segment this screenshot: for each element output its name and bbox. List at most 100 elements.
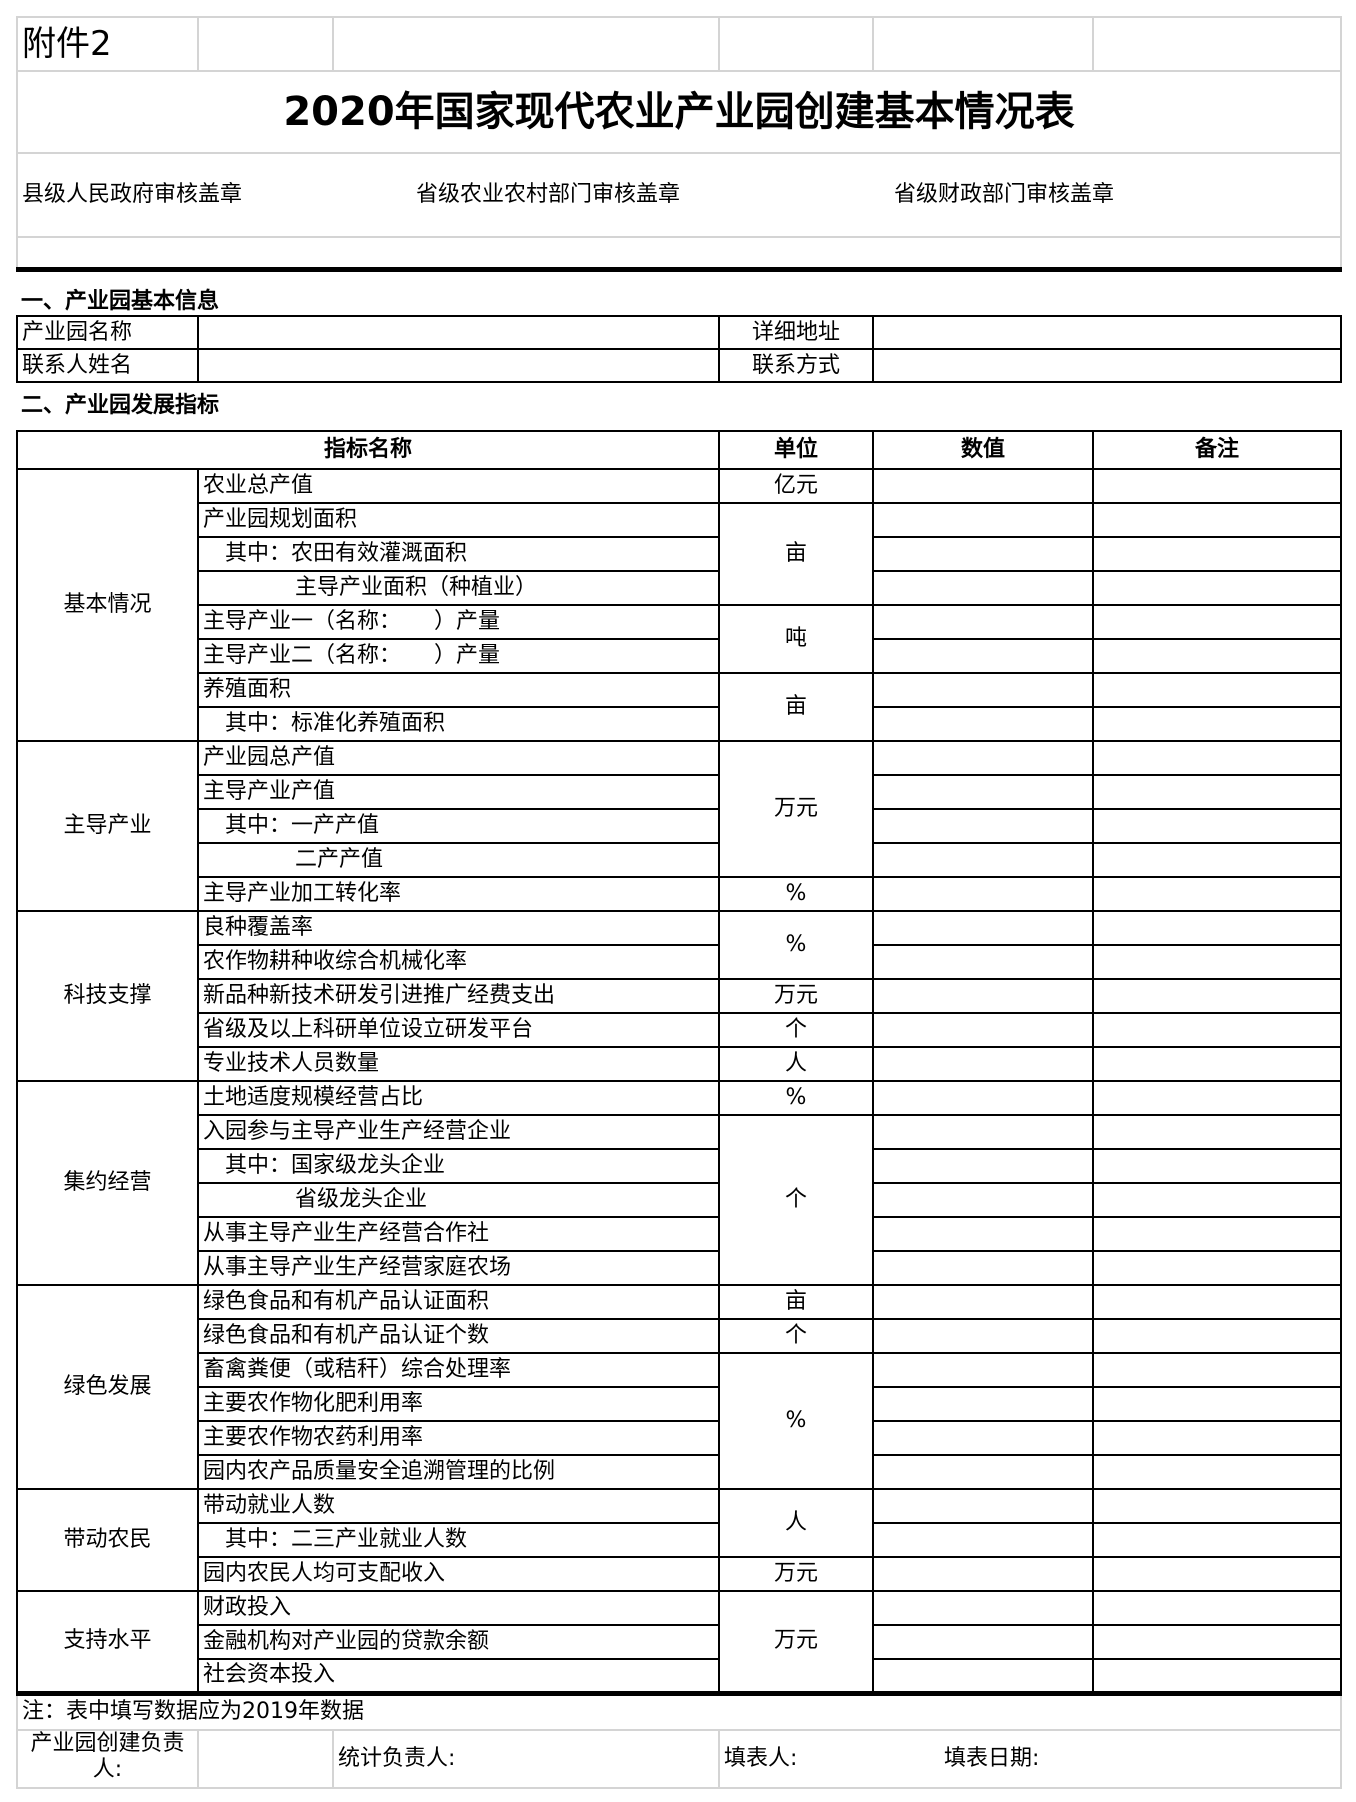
value-input[interactable] xyxy=(872,1182,1094,1218)
contact-name-input[interactable] xyxy=(197,348,720,383)
value-input[interactable] xyxy=(872,1046,1094,1082)
value-input[interactable] xyxy=(872,1488,1094,1524)
value-input[interactable] xyxy=(872,1250,1094,1286)
indicator-row: 入园参与主导产业生产经营企业个 xyxy=(17,1114,1342,1286)
remark-input[interactable] xyxy=(1092,1590,1342,1626)
remark-input[interactable] xyxy=(1092,672,1342,708)
remark-input[interactable] xyxy=(1092,1216,1342,1252)
remark-input[interactable] xyxy=(1092,1080,1342,1116)
value-input[interactable] xyxy=(872,1590,1094,1626)
remark-input[interactable] xyxy=(1092,1352,1342,1388)
address-input[interactable] xyxy=(872,315,1342,350)
remark-input[interactable] xyxy=(1092,978,1342,1014)
remark-input[interactable] xyxy=(1092,570,1342,606)
remark-input[interactable] xyxy=(1092,1114,1342,1150)
value-input[interactable] xyxy=(872,1556,1094,1592)
remark-input[interactable] xyxy=(1092,1182,1342,1218)
remark-input[interactable] xyxy=(1092,1046,1342,1082)
value-input[interactable] xyxy=(872,1012,1094,1048)
remark-input[interactable] xyxy=(1092,1386,1342,1422)
remark-input[interactable] xyxy=(1092,536,1342,572)
indicator-name: 农作物耕种收综合机械化率 xyxy=(197,944,720,980)
remark-input[interactable] xyxy=(1092,910,1342,946)
remark-input[interactable] xyxy=(1092,1488,1342,1524)
value-input[interactable] xyxy=(872,774,1094,810)
value-input[interactable] xyxy=(872,1216,1094,1252)
value-input[interactable] xyxy=(872,944,1094,980)
group-label: 基本情况 xyxy=(16,468,199,742)
indicator-name: 财政投入 xyxy=(197,1590,720,1626)
value-input[interactable] xyxy=(872,1454,1094,1490)
remark-input[interactable] xyxy=(1092,842,1342,878)
remark-input[interactable] xyxy=(1092,1148,1342,1184)
remark-input[interactable] xyxy=(1092,1556,1342,1592)
indicator-name: 二产产值 xyxy=(197,842,720,878)
value-input[interactable] xyxy=(872,842,1094,878)
value-input[interactable] xyxy=(872,876,1094,912)
remark-input[interactable] xyxy=(1092,1658,1342,1694)
remark-input[interactable] xyxy=(1092,1318,1342,1354)
park-name-input[interactable] xyxy=(197,315,720,350)
value-input[interactable] xyxy=(872,638,1094,674)
group-label: 主导产业 xyxy=(16,740,199,912)
value-input[interactable] xyxy=(872,1284,1094,1320)
value-input[interactable] xyxy=(872,1080,1094,1116)
value-input[interactable] xyxy=(872,604,1094,640)
remark-input[interactable] xyxy=(1092,638,1342,674)
indicator-name: 省级及以上科研单位设立研发平台 xyxy=(197,1012,720,1048)
value-input[interactable] xyxy=(872,468,1094,504)
value-input[interactable] xyxy=(872,740,1094,776)
stamp-row: 县级人民政府审核盖章 省级农业农村部门审核盖章 省级财政部门审核盖章 xyxy=(16,152,1342,238)
value-input[interactable] xyxy=(872,808,1094,844)
indicator-row: 农作物耕种收综合机械化率 xyxy=(17,944,1342,980)
remark-input[interactable] xyxy=(1092,1012,1342,1048)
value-input[interactable] xyxy=(872,910,1094,946)
value-input[interactable] xyxy=(872,706,1094,742)
value-input[interactable] xyxy=(872,1352,1094,1388)
value-input[interactable] xyxy=(872,672,1094,708)
section1-heading: 一、产业园基本信息 xyxy=(17,266,1341,317)
indicator-name: 金融机构对产业园的贷款余额 xyxy=(197,1624,720,1660)
value-input[interactable] xyxy=(872,1318,1094,1354)
value-input[interactable] xyxy=(872,1114,1094,1150)
value-input[interactable] xyxy=(872,1522,1094,1558)
contact-method-input[interactable] xyxy=(872,348,1342,383)
indicator-row: 新品种新技术研发引进推广经费支出 万元 xyxy=(17,978,1342,1014)
remark-input[interactable] xyxy=(1092,1420,1342,1456)
remark-input[interactable] xyxy=(1092,1284,1342,1320)
indicator-name: 主导产业二（名称： ）产量 xyxy=(197,638,720,674)
section2-heading: 二、产业园发展指标 xyxy=(17,381,1341,432)
value-input[interactable] xyxy=(872,1658,1094,1694)
value-input[interactable] xyxy=(872,1420,1094,1456)
value-input[interactable] xyxy=(872,536,1094,572)
park-leader-label: 产业园创建负责人: xyxy=(16,1729,199,1789)
value-input[interactable] xyxy=(872,1386,1094,1422)
remark-input[interactable] xyxy=(1092,1522,1342,1558)
remark-input[interactable] xyxy=(1092,1624,1342,1660)
remark-input[interactable] xyxy=(1092,740,1342,776)
remark-input[interactable] xyxy=(1092,468,1342,504)
remark-input[interactable] xyxy=(1092,706,1342,742)
value-input[interactable] xyxy=(872,502,1094,538)
remark-input[interactable] xyxy=(1092,1250,1342,1286)
remark-input[interactable] xyxy=(1092,808,1342,844)
remark-input[interactable] xyxy=(1092,604,1342,640)
value-input[interactable] xyxy=(872,1624,1094,1660)
indicator-name: 省级龙头企业 xyxy=(197,1182,720,1218)
indicator-unit: 个 xyxy=(718,1114,874,1286)
indicator-unit: 个 xyxy=(718,1318,874,1354)
remark-input[interactable] xyxy=(1092,944,1342,980)
value-input[interactable] xyxy=(872,978,1094,1014)
remark-input[interactable] xyxy=(1092,1454,1342,1490)
park-leader-input[interactable] xyxy=(197,1729,334,1789)
indicator-row: 主导产业加工转化率% xyxy=(17,876,1342,912)
remark-input[interactable] xyxy=(1092,774,1342,810)
indicator-name: 园内农民人均可支配收入 xyxy=(197,1556,720,1592)
remark-input[interactable] xyxy=(1092,876,1342,912)
indicator-row: 带动农民 带动就业人数人 xyxy=(16,1488,1342,1592)
value-input[interactable] xyxy=(872,570,1094,606)
column-header-remark: 备注 xyxy=(1092,430,1342,470)
value-input[interactable] xyxy=(872,1148,1094,1184)
remark-input[interactable] xyxy=(1092,502,1342,538)
indicator-unit: 亩 xyxy=(718,672,874,742)
